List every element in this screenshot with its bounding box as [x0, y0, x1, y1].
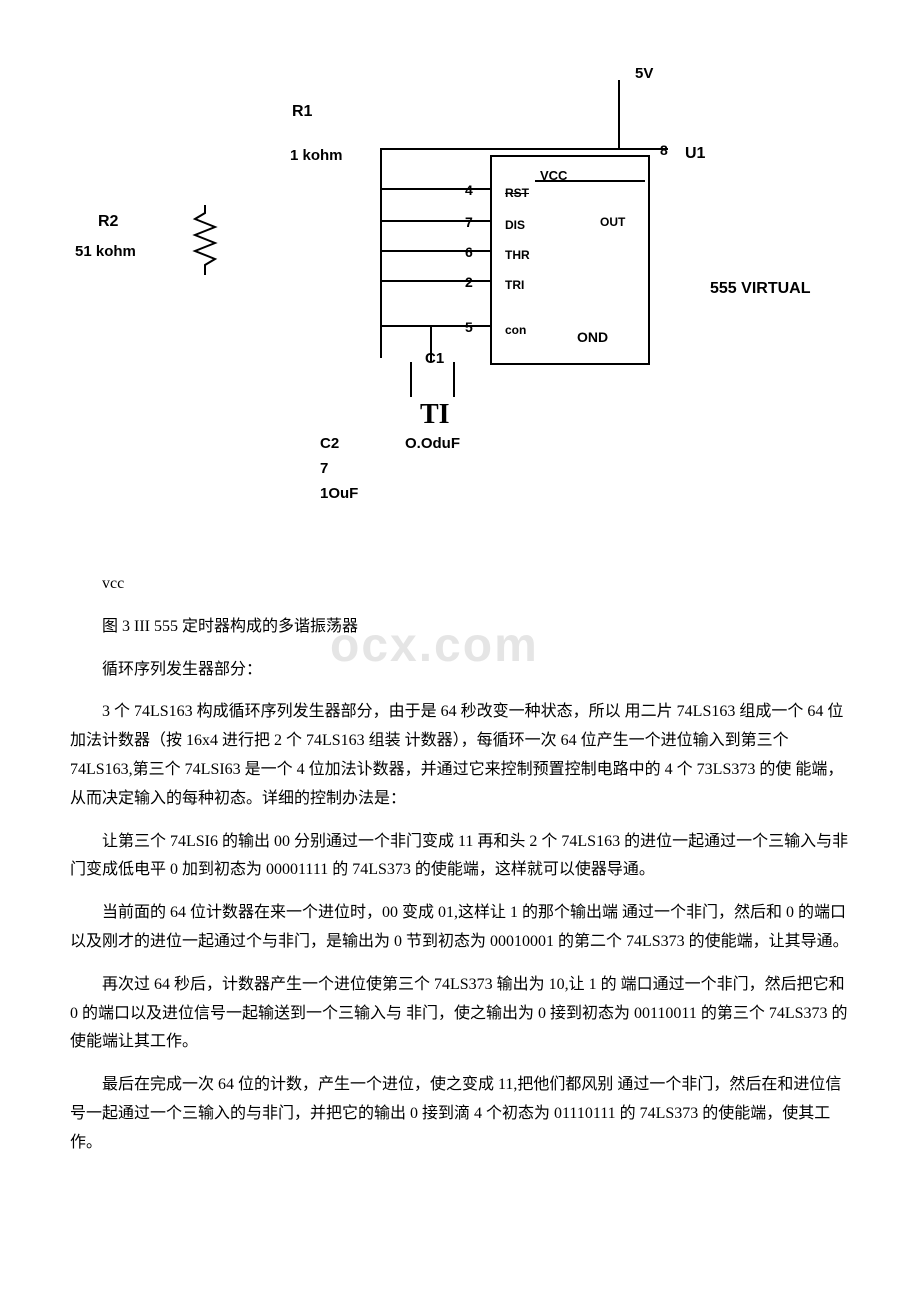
figure-caption: 图 3 III 555 定时器构成的多谐振荡器	[70, 613, 850, 642]
label-vcc-pin: VCC	[540, 164, 567, 187]
label-con: con	[505, 320, 526, 342]
label-c1: C1	[425, 345, 444, 372]
resistor-r2	[190, 205, 220, 275]
label-c2-val: 1OuF	[320, 480, 358, 507]
wire	[380, 188, 490, 190]
label-r1: R1	[292, 98, 312, 127]
subtitle: 循环序列发生器部分：	[70, 656, 850, 685]
wire	[535, 180, 645, 182]
label-pin7: 7	[465, 210, 473, 235]
paragraph-5: 最后在完成一次 64 位的计数，产生一个进位，使之变成 11,把他们都风别 通过…	[70, 1071, 850, 1157]
label-r1-val: 1 kohm	[290, 142, 343, 169]
label-pin4: 4	[465, 178, 473, 203]
wire	[380, 148, 620, 150]
label-r2-val: 51 kohm	[75, 238, 136, 265]
paragraph-1: 3 个 74LS163 构成循环序列发生器部分，由于是 64 秒改变一种状态，所…	[70, 698, 850, 813]
wire	[380, 250, 490, 252]
label-pin5: 5	[465, 315, 473, 340]
paragraph-3: 当前面的 64 位计数器在来一个进位时，00 变成 01,这样让 1 的那个输出…	[70, 899, 850, 957]
label-r2: R2	[98, 208, 118, 237]
label-ond: OND	[577, 325, 608, 350]
circuit-diagram: 5V R1 1 kohm R2 51 kohm U1 8 VCC 4 7 6 2…	[70, 60, 850, 540]
label-c2: C2	[320, 430, 339, 457]
label-thr: THR	[505, 245, 530, 267]
label-c2-7: 7	[320, 455, 328, 482]
label-tri: TRI	[505, 275, 524, 297]
wire	[380, 325, 490, 327]
wire	[380, 220, 490, 222]
wire	[618, 80, 620, 150]
label-u1: U1	[685, 140, 705, 169]
paragraph-2: 让第三个 74LSI6 的输出 00 分别通过一个非门变成 11 再和头 2 个…	[70, 828, 850, 886]
label-dis: DIS	[505, 215, 525, 237]
wire	[380, 148, 382, 358]
label-5v: 5V	[635, 60, 653, 87]
label-pin6: 6	[465, 240, 473, 265]
label-pin8: 8	[660, 138, 668, 163]
label-pin2: 2	[465, 270, 473, 295]
label-rst: RST	[505, 183, 529, 205]
label-c1-val: O.OduF	[405, 430, 460, 457]
vcc-text: vcc	[70, 570, 850, 599]
paragraph-4: 再次过 64 秒后，计数器产生一个进位使第三个 74LS373 输出为 10,让…	[70, 971, 850, 1057]
label-out: OUT	[600, 212, 625, 234]
wire	[380, 280, 490, 282]
label-555: 555 VIRTUAL	[710, 275, 810, 304]
